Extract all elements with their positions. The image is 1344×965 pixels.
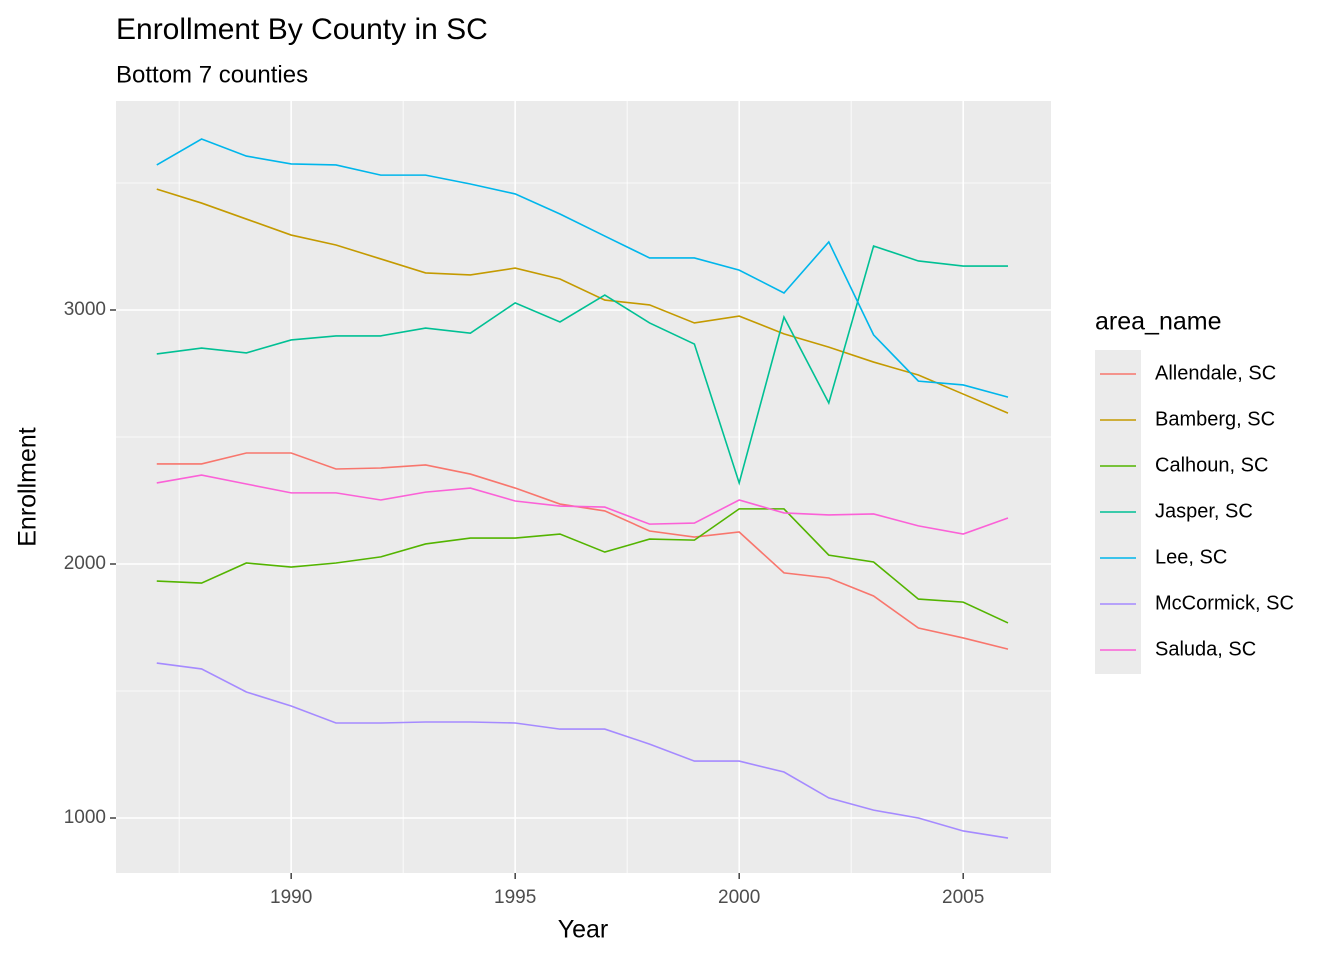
series-line — [156, 188, 1009, 414]
legend-label: Allendale, SC — [1155, 362, 1276, 384]
x-axis-label: Year — [558, 916, 609, 944]
y-tick-label: 2000 — [64, 553, 106, 574]
series-line — [156, 474, 1009, 535]
x-tick-label: 2005 — [942, 887, 984, 908]
legend-label: Jasper, SC — [1155, 500, 1253, 522]
y-tick-label: 1000 — [64, 807, 106, 828]
chart-title: Enrollment By County in SC — [116, 13, 488, 46]
series-line — [156, 452, 1009, 650]
legend-label: Saluda, SC — [1155, 638, 1256, 660]
x-tick-label: 1990 — [270, 887, 312, 908]
x-tick-label: 1995 — [494, 887, 536, 908]
y-tick-label: 3000 — [64, 299, 106, 320]
legend-label: Calhoun, SC — [1155, 454, 1268, 476]
series-line — [156, 508, 1009, 624]
series-line — [156, 662, 1009, 839]
plot-panel — [116, 101, 1051, 873]
chart-subtitle: Bottom 7 counties — [116, 61, 308, 88]
legend-label: Bamberg, SC — [1155, 408, 1275, 430]
legend-label: Lee, SC — [1155, 546, 1227, 568]
legend-title: area_name — [1095, 308, 1221, 336]
y-axis-label: Enrollment — [14, 427, 42, 547]
series-line — [156, 138, 1009, 398]
series-line — [156, 244, 1008, 486]
x-tick-label: 2000 — [718, 887, 760, 908]
legend-label: McCormick, SC — [1155, 592, 1294, 614]
